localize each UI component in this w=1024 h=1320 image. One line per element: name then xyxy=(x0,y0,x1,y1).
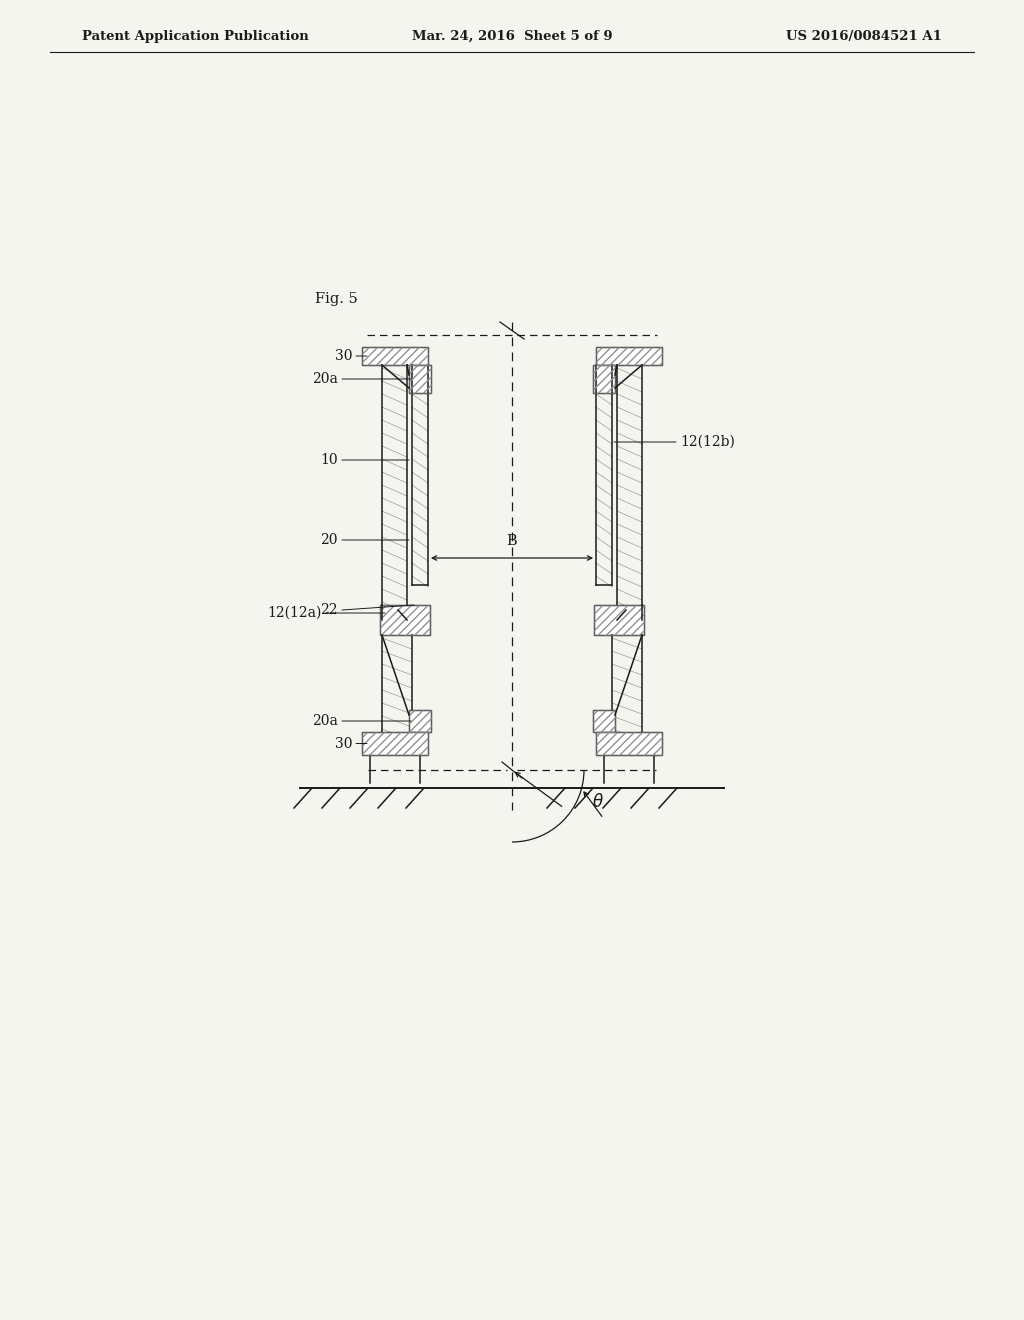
Text: 30: 30 xyxy=(335,348,352,363)
Text: 20a: 20a xyxy=(312,714,338,729)
Text: B: B xyxy=(507,535,517,548)
Text: Mar. 24, 2016  Sheet 5 of 9: Mar. 24, 2016 Sheet 5 of 9 xyxy=(412,30,612,44)
Bar xyxy=(593,366,615,393)
Text: US 2016/0084521 A1: US 2016/0084521 A1 xyxy=(786,30,942,44)
Text: 12(12a): 12(12a) xyxy=(267,606,322,620)
Text: 10: 10 xyxy=(321,453,338,467)
Text: Patent Application Publication: Patent Application Publication xyxy=(82,30,309,44)
Bar xyxy=(362,347,428,366)
Text: 22: 22 xyxy=(321,603,338,616)
Text: 20a: 20a xyxy=(312,372,338,385)
Text: $\theta$: $\theta$ xyxy=(592,793,604,810)
Bar xyxy=(380,605,430,635)
Bar xyxy=(362,733,428,755)
Text: 30: 30 xyxy=(335,737,352,751)
Bar xyxy=(409,710,431,733)
Bar xyxy=(409,366,431,393)
Text: Fig. 5: Fig. 5 xyxy=(315,292,357,306)
Bar xyxy=(594,605,644,635)
Text: 12(12b): 12(12b) xyxy=(680,436,735,449)
Bar xyxy=(596,347,662,366)
Bar xyxy=(596,733,662,755)
Bar xyxy=(593,710,615,733)
Text: 20: 20 xyxy=(321,533,338,546)
